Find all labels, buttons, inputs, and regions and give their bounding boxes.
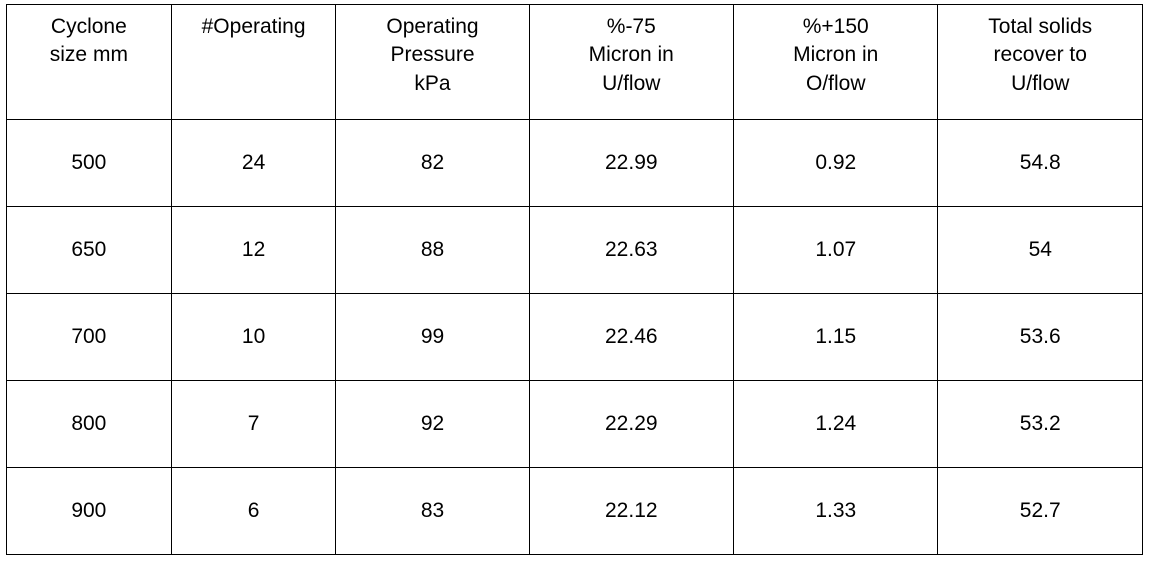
cell: 22.46: [529, 294, 733, 381]
cell: 22.63: [529, 207, 733, 294]
cell: 0.92: [734, 120, 938, 207]
cell: 1.24: [734, 381, 938, 468]
cell: 900: [7, 468, 172, 555]
cell: 24: [171, 120, 336, 207]
cell: 650: [7, 207, 172, 294]
table-row: 500 24 82 22.99 0.92 54.8: [7, 120, 1143, 207]
cell: 82: [336, 120, 529, 207]
cell: 700: [7, 294, 172, 381]
cell: 52.7: [938, 468, 1143, 555]
cell: 83: [336, 468, 529, 555]
table-row: 650 12 88 22.63 1.07 54: [7, 207, 1143, 294]
cell: 22.29: [529, 381, 733, 468]
cell: 10: [171, 294, 336, 381]
table-header-row: Cyclone size mm #Operating Operating Pre…: [7, 5, 1143, 120]
cell: 12: [171, 207, 336, 294]
cell: 6: [171, 468, 336, 555]
cell: 1.33: [734, 468, 938, 555]
col-header-operating-count: #Operating: [171, 5, 336, 120]
cyclone-table: Cyclone size mm #Operating Operating Pre…: [6, 4, 1143, 555]
cell: 800: [7, 381, 172, 468]
cell: 99: [336, 294, 529, 381]
col-header-cyclone-size: Cyclone size mm: [7, 5, 172, 120]
cell: 54: [938, 207, 1143, 294]
cell: 1.07: [734, 207, 938, 294]
page: Cyclone size mm #Operating Operating Pre…: [0, 0, 1157, 569]
table-row: 900 6 83 22.12 1.33 52.7: [7, 468, 1143, 555]
cell: 1.15: [734, 294, 938, 381]
table-row: 800 7 92 22.29 1.24 53.2: [7, 381, 1143, 468]
cell: 7: [171, 381, 336, 468]
col-header-plus150-oflow: %+150 Micron in O/flow: [734, 5, 938, 120]
col-header-operating-pressure: Operating Pressure kPa: [336, 5, 529, 120]
table-row: 700 10 99 22.46 1.15 53.6: [7, 294, 1143, 381]
cell: 22.99: [529, 120, 733, 207]
col-header-total-solids: Total solids recover to U/flow: [938, 5, 1143, 120]
cell: 500: [7, 120, 172, 207]
cell: 92: [336, 381, 529, 468]
cell: 53.6: [938, 294, 1143, 381]
col-header-minus75-uflow: %-75 Micron in U/flow: [529, 5, 733, 120]
cell: 53.2: [938, 381, 1143, 468]
cell: 22.12: [529, 468, 733, 555]
cell: 88: [336, 207, 529, 294]
cell: 54.8: [938, 120, 1143, 207]
